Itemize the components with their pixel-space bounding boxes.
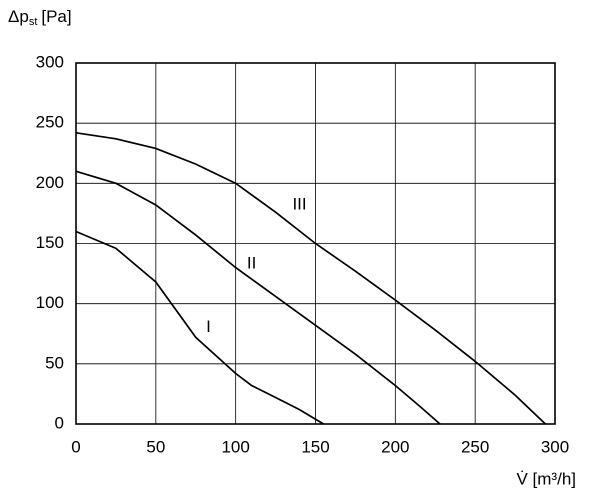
y-label-sub: st: [29, 16, 38, 28]
y-tick-label: 300: [36, 52, 64, 71]
curve-label: III: [292, 194, 306, 213]
x-tick-label: 150: [301, 437, 329, 456]
curve-label: II: [247, 253, 256, 272]
x-tick-label: 200: [381, 437, 409, 456]
curve: [75, 131, 546, 425]
y-tick-label: 100: [36, 293, 64, 312]
y-tick-label: 250: [36, 113, 64, 132]
y-tick-label: 0: [55, 413, 64, 432]
y-tick-label: 50: [45, 353, 64, 372]
x-tick-label: 250: [461, 437, 489, 456]
x-tick-label: 300: [541, 437, 569, 456]
y-label-main: Δp: [8, 7, 29, 26]
y-tick-label: 200: [36, 173, 64, 192]
x-tick-label: 0: [71, 437, 80, 456]
x-tick-label: 50: [146, 437, 165, 456]
y-label-unit: [Pa]: [41, 7, 71, 26]
plot-frame: [75, 62, 556, 425]
x-tick-label: 100: [221, 437, 249, 456]
curve: [75, 230, 324, 425]
x-axis-label: V̇ [m³/h]: [516, 469, 576, 488]
curve: [75, 170, 441, 425]
y-tick-label: 150: [36, 233, 64, 252]
curve-label: I: [206, 317, 211, 336]
y-axis-label: Δpst [Pa]: [8, 7, 72, 27]
